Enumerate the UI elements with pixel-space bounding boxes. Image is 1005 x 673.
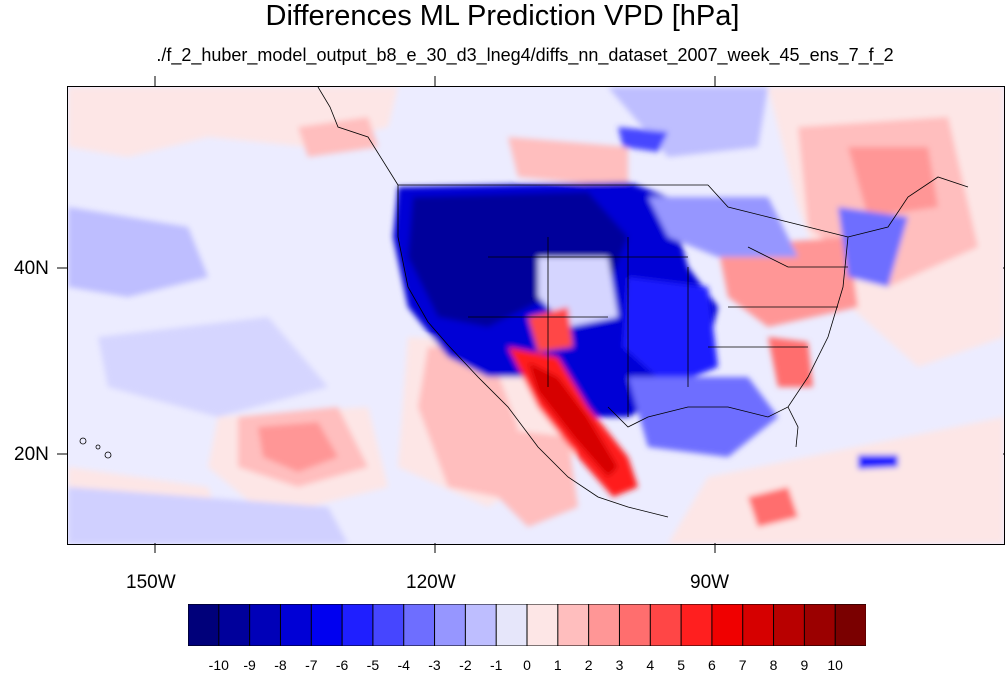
colorbar-tick-label: 10	[827, 657, 843, 673]
colorbar-swatch	[372, 604, 405, 646]
colorbar-swatch	[680, 604, 713, 646]
lat-label-40n: 40N	[14, 258, 49, 279]
colorbar-swatch	[557, 604, 590, 646]
colorbar-swatch	[773, 604, 806, 646]
colorbar-swatch	[218, 604, 251, 646]
colorbar-tick-label: 9	[800, 657, 809, 673]
figure-subtitle: ./f_2_huber_model_output_b8_e_30_d3_lneg…	[156, 45, 894, 65]
colorbar-tick-label: -6	[335, 657, 349, 673]
colorbar-tick-label: -10	[208, 657, 229, 673]
colorbar-swatch	[188, 604, 220, 646]
colorbar-tick-label: 3	[615, 657, 624, 673]
colorbar-tick-label: 6	[707, 657, 716, 673]
colorbar-tick-label: -8	[274, 657, 287, 673]
coastlines	[317, 87, 969, 518]
colorbar-tick-label: 8	[769, 657, 778, 673]
colorbar-swatch	[249, 604, 282, 646]
colorbar-tick-label: 0	[523, 657, 531, 673]
colorbar-tick-label: -5	[366, 657, 380, 673]
colorbar-tick-label: -3	[428, 657, 441, 673]
lon-label-90w: 90W	[690, 572, 730, 593]
colorbar-tick-label: -7	[305, 657, 318, 673]
colorbar-swatch	[495, 604, 528, 646]
lon-label-150w: 150W	[126, 572, 176, 593]
colorbar-swatch	[649, 604, 682, 646]
colorbar-tick-label: 4	[646, 657, 655, 673]
colorbar-swatch	[279, 604, 313, 646]
colorbar-tick-label: -4	[397, 657, 410, 673]
colorbar-swatch	[588, 604, 621, 646]
colorbar-tick-label: -2	[459, 657, 472, 673]
colorbar-swatch	[464, 604, 497, 646]
colorbar-swatch	[434, 604, 467, 646]
colorbar-swatch	[803, 604, 836, 646]
colorbar-tick-label: -9	[243, 657, 256, 673]
lat-label-20n: 20N	[14, 444, 49, 465]
colorbar-tick-label: 5	[677, 657, 685, 673]
colorbar-tick-label: 7	[738, 657, 747, 673]
colorbar-swatch	[526, 604, 559, 646]
map-field	[68, 87, 1004, 544]
colorbar-tick-label: 1	[553, 657, 562, 673]
colorbar	[188, 604, 866, 646]
colorbar-swatch	[403, 604, 436, 646]
lon-label-120w: 120W	[406, 572, 456, 593]
figure-title: Differences ML Prediction VPD [hPa]	[265, 0, 740, 32]
colorbar-swatch	[618, 604, 652, 646]
colorbar-swatch	[341, 604, 374, 646]
islands	[79, 437, 112, 459]
difference-field-shading	[68, 87, 1004, 544]
map-panel	[67, 86, 1005, 545]
colorbar-tick-label: 2	[584, 657, 593, 673]
colorbar-tick-label: -1	[489, 657, 503, 673]
colorbar-swatch	[834, 604, 866, 646]
colorbar-swatch	[711, 604, 744, 646]
colorbar-swatch	[310, 604, 343, 646]
colorbar-swatch	[742, 604, 775, 646]
